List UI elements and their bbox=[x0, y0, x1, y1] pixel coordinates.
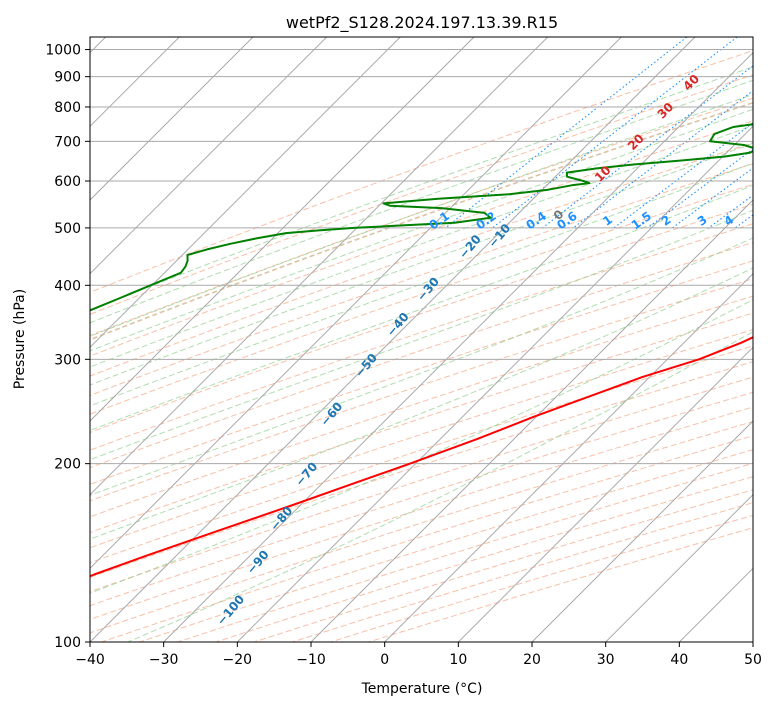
x-tick-label: −20 bbox=[223, 652, 253, 668]
x-tick-label: 50 bbox=[744, 652, 762, 668]
x-axis: −40 −30 −20 −10 0 10 20 30 40 50 bbox=[75, 642, 762, 668]
x-tick-label: 10 bbox=[449, 652, 467, 668]
gridlines bbox=[90, 37, 753, 642]
dewpoint-line bbox=[90, 123, 753, 312]
plot-frame bbox=[89, 36, 754, 643]
moist-adiabat-line bbox=[90, 184, 753, 431]
dry-adiabat-line bbox=[90, 163, 753, 396]
series-layer bbox=[90, 123, 753, 578]
x-axis-label: Temperature (°C) bbox=[361, 681, 483, 697]
isotherm-line bbox=[236, 125, 753, 642]
mixing-ratio-line bbox=[542, 65, 753, 229]
isotherm-line bbox=[90, 37, 328, 275]
y-tick-label: 1000 bbox=[45, 43, 81, 59]
isotherm-line bbox=[531, 420, 753, 642]
y-tick-label: 100 bbox=[54, 635, 81, 651]
x-tick-label: −40 bbox=[75, 652, 105, 668]
isotherm-line bbox=[90, 37, 254, 201]
x-tick-label: 30 bbox=[597, 652, 615, 668]
dry-adiabat-line bbox=[90, 376, 753, 593]
moist-adiabat-line bbox=[90, 79, 753, 324]
dry-adiabat-line bbox=[90, 260, 753, 485]
isotherm-line bbox=[90, 37, 549, 496]
y-tick-label: 400 bbox=[54, 278, 81, 294]
dry-adiabat-line bbox=[90, 223, 753, 451]
x-tick-label: 20 bbox=[523, 652, 541, 668]
x-tick-label: −10 bbox=[296, 652, 326, 668]
dry-adiabat-line bbox=[90, 312, 753, 534]
moist-adiabat-line bbox=[90, 267, 753, 540]
y-tick-label: 600 bbox=[54, 174, 81, 190]
moist-adiabat-line bbox=[90, 237, 753, 496]
temperature-line bbox=[90, 336, 753, 578]
mixing-ratio-line bbox=[613, 122, 753, 229]
moist-adiabat-line bbox=[90, 93, 753, 337]
isotherm-line bbox=[90, 37, 401, 349]
dry-adiabat-line bbox=[90, 50, 753, 293]
y-tick-label: 800 bbox=[54, 100, 81, 116]
dry-adiabat-line bbox=[90, 278, 753, 502]
x-tick-label: −30 bbox=[149, 652, 179, 668]
isotherm-line bbox=[605, 493, 753, 642]
x-tick-label: 40 bbox=[670, 652, 688, 668]
mixing-ratio-line bbox=[492, 37, 738, 229]
y-tick-label: 900 bbox=[54, 70, 81, 86]
dry-adiabat-line bbox=[90, 329, 753, 549]
isotherm-line bbox=[163, 51, 753, 642]
y-axis-label: Pressure (hPa) bbox=[12, 289, 28, 389]
isotherm-line bbox=[90, 37, 622, 570]
y-tick-label: 700 bbox=[54, 134, 81, 150]
dry-adiabat-line bbox=[90, 361, 753, 578]
y-tick-label: 200 bbox=[54, 457, 81, 473]
x-tick-label: 0 bbox=[380, 652, 389, 668]
y-axis: 1000 900 800 700 600 500 400 300 200 100 bbox=[45, 43, 90, 651]
chart-title: wetPf2_S128.2024.197.13.39.R15 bbox=[286, 13, 558, 33]
mixing-ratio-line bbox=[445, 37, 688, 229]
y-tick-label: 500 bbox=[54, 221, 81, 237]
dry-adiabat-line bbox=[90, 142, 753, 377]
isotherm-line bbox=[384, 272, 753, 642]
isotherm-line bbox=[457, 346, 753, 642]
moist-adiabat-line bbox=[90, 142, 753, 386]
dry-adiabat-line bbox=[90, 183, 753, 415]
moist-adiabat-line bbox=[90, 124, 753, 368]
isotherm-line bbox=[310, 199, 753, 642]
y-tick-label: 300 bbox=[54, 352, 81, 368]
isotherm-line bbox=[90, 37, 475, 422]
